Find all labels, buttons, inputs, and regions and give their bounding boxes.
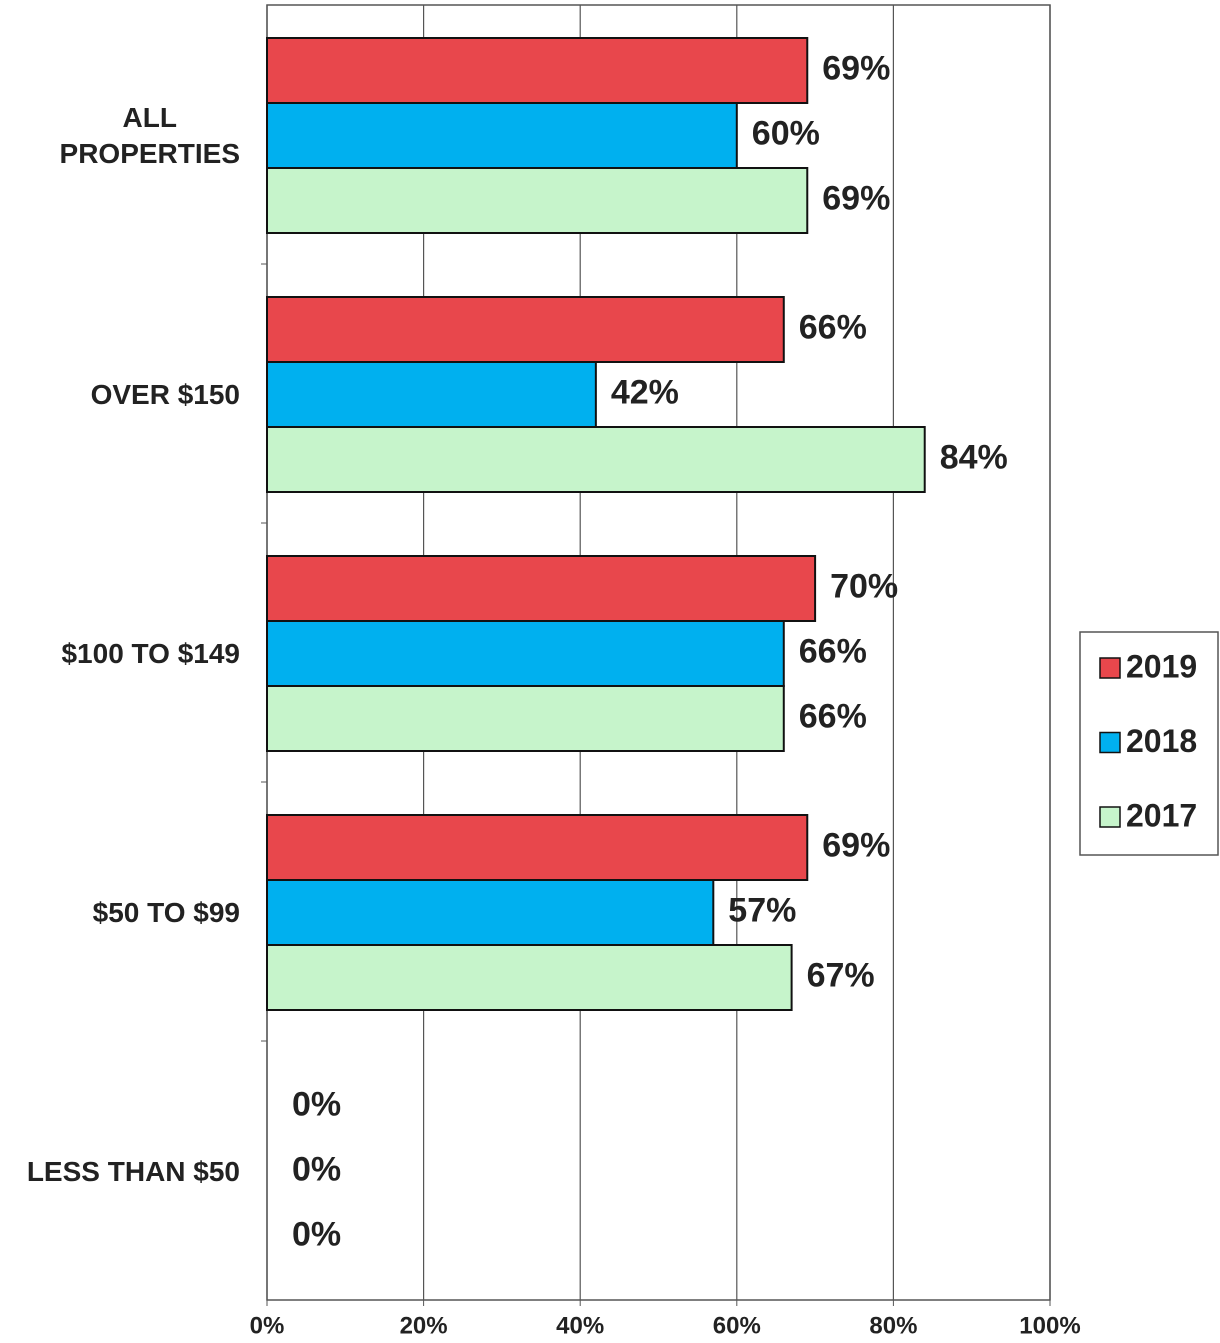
value-label: 42% [611, 373, 679, 411]
bar [266, 167, 809, 234]
category-label: ALL PROPERTIES [59, 101, 240, 169]
category-label: $50 TO $99 [92, 896, 240, 928]
x-tick-label: 60% [713, 1312, 761, 1339]
category-label: $100 TO $149 [61, 637, 240, 669]
x-tick-label: 20% [400, 1312, 448, 1339]
value-label: 84% [940, 438, 1008, 476]
bar [266, 879, 715, 946]
value-label: 0% [292, 1150, 341, 1188]
legend-label: 2018 [1126, 723, 1197, 759]
x-tick-label: 40% [556, 1312, 604, 1339]
bar [266, 620, 785, 687]
category-label: LESS THAN $50 [26, 1155, 240, 1187]
legend-swatch [1099, 731, 1121, 754]
bar [266, 296, 785, 363]
x-tick-label: 80% [869, 1312, 917, 1339]
value-label: 70% [830, 567, 898, 605]
legend-label: 2017 [1126, 797, 1197, 833]
bar [266, 426, 926, 493]
category-label: OVER $150 [90, 378, 240, 410]
value-label: 57% [728, 891, 796, 929]
bar [266, 361, 597, 428]
value-label: 0% [292, 1215, 341, 1253]
bar [266, 814, 809, 881]
x-tick-label: 0% [250, 1312, 285, 1339]
value-label: 66% [799, 308, 867, 346]
bar [266, 37, 809, 104]
bar [266, 102, 738, 169]
value-label: 66% [799, 632, 867, 670]
value-label: 0% [292, 1085, 341, 1123]
legend-label: 2019 [1126, 648, 1197, 684]
bar [266, 555, 817, 622]
legend-swatch [1099, 657, 1121, 679]
value-label: 60% [752, 114, 820, 152]
value-label: 69% [822, 826, 890, 864]
bar [266, 685, 785, 752]
value-label: 69% [822, 49, 890, 87]
value-label: 67% [807, 956, 875, 994]
legend-swatch [1099, 806, 1121, 828]
bar [266, 944, 793, 1011]
x-tick-label: 100% [1019, 1312, 1080, 1339]
value-label: 66% [799, 697, 867, 735]
value-label: 69% [822, 179, 890, 217]
